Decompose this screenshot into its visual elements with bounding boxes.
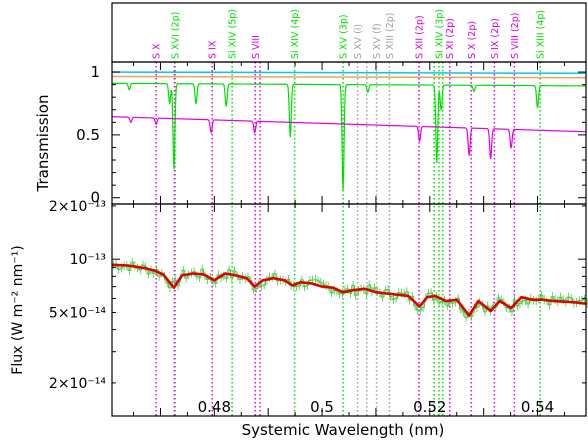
line-id-label-7: S XV (i) <box>353 24 364 59</box>
line-id-label-1: S XVI (2p) <box>171 12 182 59</box>
line-id-label-10: S XII (2p) <box>415 15 426 59</box>
axes-frames: 0.48 0.5 0.52 0.54 0 0.5 1 2×10⁻¹⁴ 5×10⁻¹⁴ 10⁻¹³ 2… <box>49 2 587 417</box>
x-tick-label-1: 0.5 <box>310 398 334 416</box>
line-marker-verticals <box>155 62 541 416</box>
flux-y-tick-label-3: 2×10⁻¹³ <box>49 199 106 215</box>
line-id-label-14: S IX (2p) <box>490 18 501 59</box>
flux-ylabel: Flux (W m⁻² nm⁻¹) <box>10 245 26 374</box>
x-axis-label: Systemic Wavelength (nm) <box>242 421 445 439</box>
transmission-ylabel: Transmission <box>34 95 52 193</box>
line-id-label-3: Si XIV (5p) <box>228 9 239 59</box>
x-tick-label-3: 0.54 <box>521 398 554 416</box>
transmission-panel <box>111 71 587 191</box>
line-id-label-16: Si XIII (4p) <box>536 10 547 59</box>
transmission-series-2 <box>111 82 587 191</box>
x-tick-label-2: 0.52 <box>413 398 446 416</box>
flux-y-tick-label-2: 10⁻¹³ <box>70 252 106 268</box>
x-tick-label-0: 0.48 <box>198 398 231 416</box>
transmission-series-3 <box>111 116 587 159</box>
flux-y-tick-label-1: 5×10⁻¹⁴ <box>49 305 106 321</box>
flux-model-line <box>111 263 587 317</box>
line-id-label-2: S IX <box>208 40 219 59</box>
trans-y-tick-label-1: 0.5 <box>76 126 100 144</box>
line-id-label-9: S XIII (2p) <box>385 13 396 59</box>
line-id-label-8: S XV (f) <box>372 23 383 59</box>
line-id-label-0: S X <box>152 43 163 59</box>
line-id-label-12: S XI (2p) <box>445 18 456 59</box>
line-id-label-6: S XV (3p) <box>339 14 350 59</box>
flux-panel <box>111 257 588 322</box>
line-id-label-15: S VIII (2p) <box>510 13 521 59</box>
line-id-label-5: Si XIV (4p) <box>290 9 301 59</box>
trans-y-tick-label-2: 1 <box>90 63 100 81</box>
transmission-series-1 <box>111 75 587 79</box>
transmission-series-0 <box>111 71 587 75</box>
line-id-label-4: S VIII <box>251 35 262 59</box>
line-id-label-11: Si XIV (3p) <box>434 9 445 59</box>
line-id-labels: S X S XVI (2p) S IX Si XIV (5p) S VIII Si XIV… <box>152 9 547 59</box>
flux-y-tick-label-0: 2×10⁻¹⁴ <box>49 376 106 392</box>
line-id-label-13: S X (2p) <box>467 21 478 59</box>
trans-y-tick-label-0: 0 <box>90 189 100 207</box>
